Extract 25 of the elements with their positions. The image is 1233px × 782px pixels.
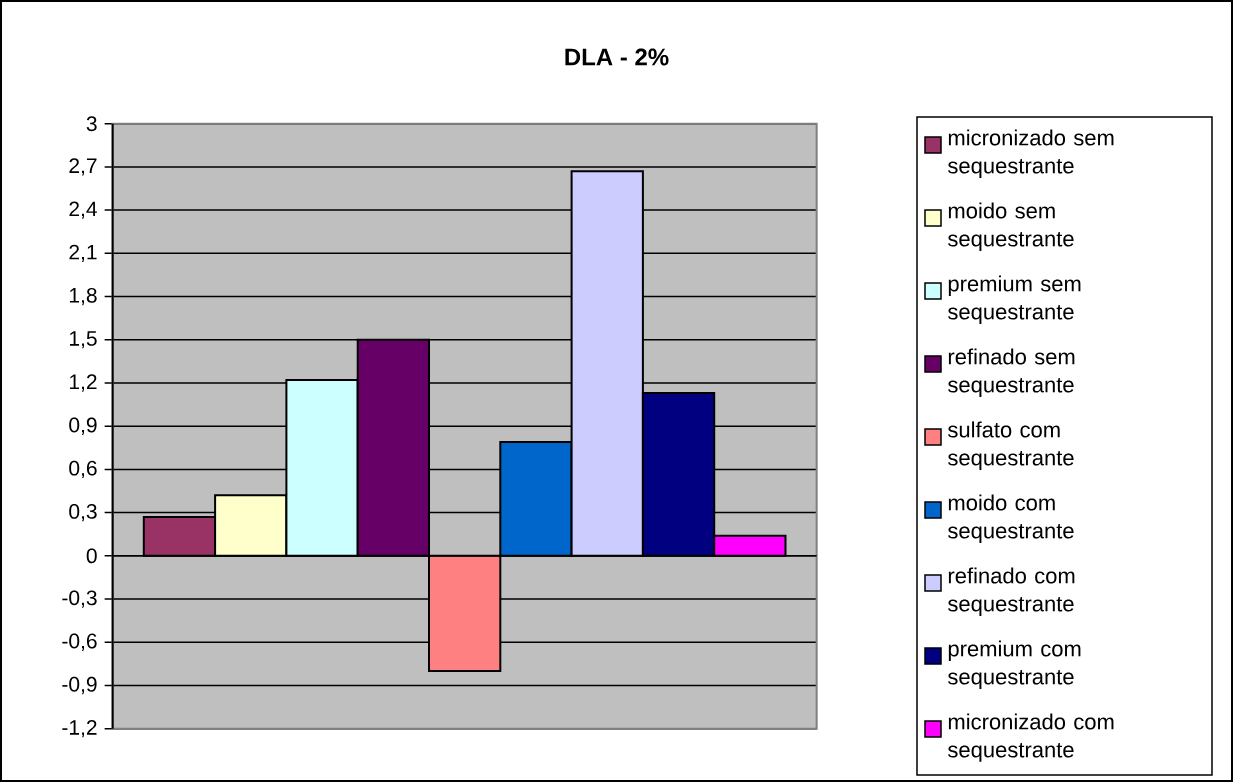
y-tick-label: 2,7 (69, 158, 97, 176)
legend-label: sulfato com sequestrante (948, 421, 1074, 470)
y-tick-label: 1,5 (69, 331, 97, 349)
y-tick-label: 3 (86, 116, 97, 132)
legend-label: moido sem sequestrante (948, 202, 1074, 251)
y-tick-label: -0,6 (62, 633, 97, 651)
legend-label: micronizado sem sequestrante (948, 129, 1114, 178)
y-tick-label: 0,6 (69, 460, 97, 479)
y-tick-label: 1,8 (69, 287, 97, 306)
y-tick-label: -1,2 (62, 720, 97, 738)
y-tick-label: -0,3 (62, 590, 97, 608)
y-tick-label: -0,9 (62, 676, 97, 695)
chart-title: DLA - 2% (565, 48, 669, 66)
legend-label: premium com sequestrante (948, 640, 1081, 689)
legend-label: micronizado com sequestrante (948, 713, 1114, 762)
y-tick-label: 0,9 (69, 417, 97, 435)
legend-label: refinado sem sequestrante (948, 348, 1075, 397)
y-tick-label: 1,2 (69, 374, 97, 392)
legend-label: premium sem sequestrante (948, 275, 1081, 324)
y-tick-label: 0,3 (69, 503, 97, 522)
legend-label: moido com sequestrante (948, 494, 1074, 543)
y-tick-label: 2,1 (69, 244, 97, 263)
legend-label: refinado com sequestrante (948, 567, 1075, 616)
y-tick-label: 2,4 (69, 201, 97, 219)
y-tick-label: 0 (86, 548, 97, 564)
